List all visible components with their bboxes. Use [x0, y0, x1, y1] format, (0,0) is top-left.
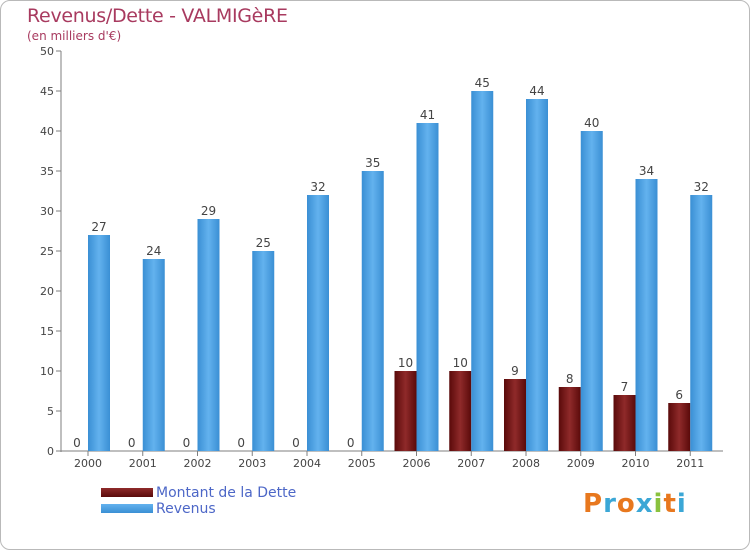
- bar-revenus-2000: [88, 235, 110, 451]
- x-tick-label: 2000: [74, 457, 102, 470]
- bar-revenus-2011: [690, 195, 713, 451]
- data-label-revenus-2000: 27: [91, 220, 106, 234]
- x-tick-label: 2010: [622, 457, 650, 470]
- logo-letter: t: [663, 489, 677, 519]
- x-tick-label: 2009: [567, 457, 595, 470]
- data-label-revenus-2002: 29: [201, 204, 216, 218]
- data-label-debt-2001: 0: [128, 436, 136, 450]
- x-tick-label: 2011: [676, 457, 704, 470]
- bar-revenus-2002: [197, 219, 220, 451]
- data-label-debt-2006: 10: [398, 356, 413, 370]
- data-label-revenus-2007: 45: [475, 76, 490, 90]
- y-tick-label: 5: [47, 405, 54, 418]
- data-label-debt-2004: 0: [292, 436, 300, 450]
- y-tick-label: 10: [40, 365, 54, 378]
- bar-revenus-2003: [252, 251, 275, 451]
- y-tick-label: 25: [40, 245, 54, 258]
- bar-revenus-2006: [416, 123, 439, 451]
- bar-debt-2006: [394, 371, 417, 451]
- bar-revenus-2008: [526, 99, 548, 451]
- y-tick-label: 40: [40, 125, 54, 138]
- data-label-debt-2011: 6: [675, 388, 683, 402]
- legend-swatch-debt: [101, 488, 153, 497]
- logo-letter: i: [653, 489, 664, 519]
- data-label-debt-2003: 0: [237, 436, 245, 450]
- bar-debt-2008: [504, 379, 526, 451]
- y-tick-label: 15: [40, 325, 54, 338]
- data-label-revenus-2011: 32: [694, 180, 709, 194]
- data-label-debt-2009: 8: [566, 372, 574, 386]
- data-label-revenus-2003: 25: [256, 236, 271, 250]
- chart-subtitle: (en milliers d'€): [27, 29, 122, 43]
- bar-debt-2009: [558, 387, 581, 451]
- data-label-revenus-2008: 44: [529, 84, 544, 98]
- data-label-revenus-2006: 41: [420, 108, 435, 122]
- y-tick-label: 20: [40, 285, 54, 298]
- x-tick-label: 2001: [129, 457, 157, 470]
- y-tick-label: 30: [40, 205, 54, 218]
- x-tick-label: 2008: [512, 457, 540, 470]
- bar-revenus-2007: [471, 91, 494, 451]
- data-label-revenus-2010: 34: [639, 164, 654, 178]
- logo-letter: P: [583, 489, 604, 519]
- data-label-revenus-2005: 35: [365, 156, 380, 170]
- bar-revenus-2004: [307, 195, 329, 451]
- bar-revenus-2005: [361, 171, 384, 451]
- logo-letter: x: [635, 489, 654, 519]
- bar-debt-2007: [449, 371, 472, 451]
- bar-revenus-2001: [142, 259, 165, 451]
- legend-label-debt: Montant de la Dette: [156, 485, 297, 501]
- x-tick-label: 2003: [238, 457, 266, 470]
- y-tick-label: 35: [40, 165, 54, 178]
- data-label-debt-2002: 0: [183, 436, 191, 450]
- x-tick-label: 2006: [403, 457, 431, 470]
- x-tick-label: 2005: [348, 457, 376, 470]
- data-label-debt-2005: 0: [347, 436, 355, 450]
- y-tick-label: 50: [40, 45, 54, 58]
- data-label-debt-2008: 9: [511, 364, 519, 378]
- data-label-debt-2007: 10: [453, 356, 468, 370]
- data-label-revenus-2009: 40: [584, 116, 599, 130]
- y-tick-label: 45: [40, 85, 54, 98]
- legend-label-revenus: Revenus: [156, 501, 216, 517]
- chart-title: Revenus/Dette - VALMIGèRE: [27, 5, 288, 27]
- bar-revenus-2010: [635, 179, 658, 451]
- y-tick-label: 0: [47, 445, 54, 458]
- logo-letter: o: [616, 489, 636, 519]
- x-tick-label: 2007: [457, 457, 485, 470]
- logo-letter: r: [603, 489, 617, 519]
- logo-letter: i: [676, 489, 687, 519]
- data-label-debt-2010: 7: [621, 380, 629, 394]
- data-label-revenus-2004: 32: [310, 180, 325, 194]
- x-tick-label: 2004: [293, 457, 321, 470]
- data-label-revenus-2001: 24: [146, 244, 161, 258]
- data-label-debt-2000: 0: [73, 436, 81, 450]
- proxiti-logo: Proxiti: [583, 489, 687, 519]
- bar-debt-2011: [668, 403, 691, 451]
- bar-revenus-2009: [580, 131, 603, 451]
- x-tick-label: 2002: [184, 457, 212, 470]
- bar-debt-2010: [613, 395, 636, 451]
- legend-swatch-revenus: [101, 504, 153, 513]
